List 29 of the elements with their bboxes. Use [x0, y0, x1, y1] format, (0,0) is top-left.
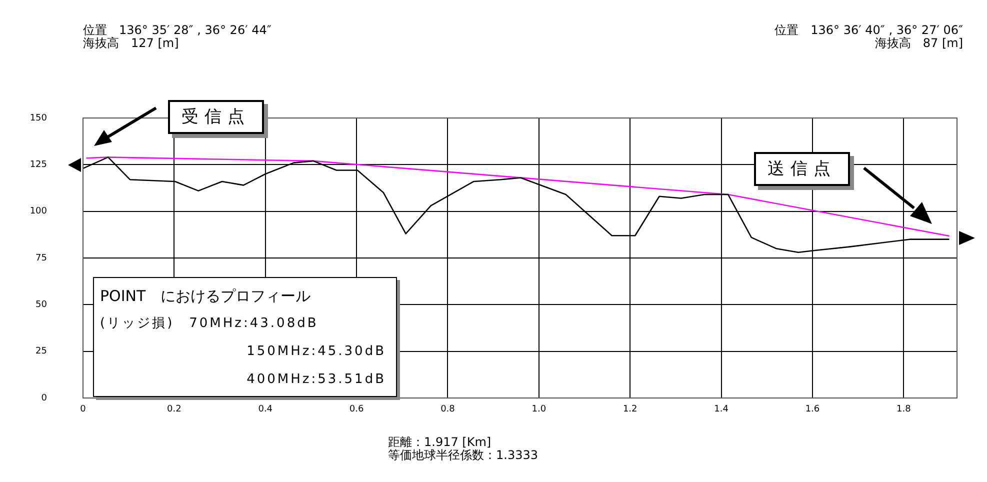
x-tick-label: 1.0	[532, 404, 546, 415]
x-tick-label: 1.6	[805, 404, 820, 415]
text: 位置 136° 35′ 28″ , 36° 26′ 44″	[83, 23, 272, 37]
text: 等価地球半径係数：1.3333	[388, 448, 538, 462]
annotation: 150MHz:45.30dB	[246, 343, 387, 361]
y-tick-label: 125	[30, 160, 47, 170]
y-tick-label: 50	[36, 300, 48, 310]
y-tick-label: 25	[36, 346, 47, 357]
annotation: (リッジ損) 70MHz:43.08dB	[100, 315, 320, 333]
text: 海抜高 87 [m]	[874, 36, 963, 50]
annotation: POINT におけるプロフィール	[100, 286, 312, 307]
x-tick-label: 0.6	[349, 404, 364, 415]
text: 距離：1.917 [Km]	[388, 435, 492, 449]
x-tick-label: 0	[80, 404, 86, 415]
x-tick-label: 1.4	[714, 404, 729, 415]
y-tick-label: 75	[36, 253, 47, 264]
x-tick-label: 0.4	[258, 404, 273, 415]
annotation: 受信点	[168, 100, 264, 134]
y-tick-label: 150	[30, 113, 48, 124]
x-tick-label: 1.8	[896, 404, 912, 415]
text: 海抜高 127 [m]	[83, 36, 179, 50]
x-tick-label: 0.8	[440, 404, 456, 415]
annotation: 送信点	[754, 152, 850, 186]
x-tick-label: 0.2	[167, 404, 182, 415]
y-tick-label: 0	[41, 393, 48, 404]
x-tick-label: 1.2	[622, 404, 638, 415]
text: 位置 136° 36′ 40″ , 36° 27′ 06″	[774, 23, 963, 37]
y-tick-label: 100	[30, 206, 48, 217]
annotation: 400MHz:53.51dB	[246, 371, 387, 389]
